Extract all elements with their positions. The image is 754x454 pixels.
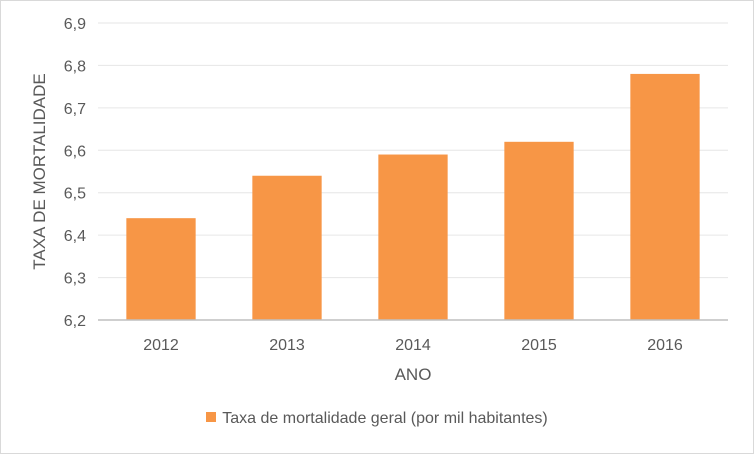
bar-2015 [504, 141, 574, 320]
bar-2014 [378, 154, 448, 320]
x-tick-label: 2016 [647, 337, 683, 354]
bars [126, 73, 700, 321]
y-tick-label: 6,8 [64, 58, 86, 75]
x-tick-label: 2014 [395, 337, 431, 354]
bar-2016 [630, 73, 700, 321]
gridlines [98, 22, 728, 279]
y-tick-label: 6,6 [64, 143, 86, 160]
y-tick-labels: 6,2 6,3 6,4 6,5 6,6 6,7 6,8 6,9 [64, 16, 86, 330]
x-tick-label: 2015 [521, 337, 557, 354]
legend: Taxa de mortalidade geral (por mil habit… [0, 410, 754, 428]
y-tick-label: 6,4 [64, 228, 86, 245]
x-tick-labels: 2012 2013 2014 2015 2016 [143, 337, 683, 354]
bar-2012 [126, 218, 196, 320]
y-tick-label: 6,9 [64, 16, 86, 33]
bar-2013 [252, 175, 322, 320]
x-tick-label: 2013 [269, 337, 305, 354]
y-axis-title: TAXA DE MORTALIDADE [30, 73, 49, 270]
y-tick-label: 6,5 [64, 186, 86, 203]
x-tick-label: 2012 [143, 337, 179, 354]
legend-label: Taxa de mortalidade geral (por mil habit… [222, 410, 548, 427]
legend-swatch [206, 412, 217, 422]
y-tick-label: 6,3 [64, 271, 86, 288]
y-tick-label: 6,2 [64, 313, 86, 330]
y-tick-label: 6,7 [64, 101, 86, 118]
x-axis-title: ANO [395, 365, 432, 384]
